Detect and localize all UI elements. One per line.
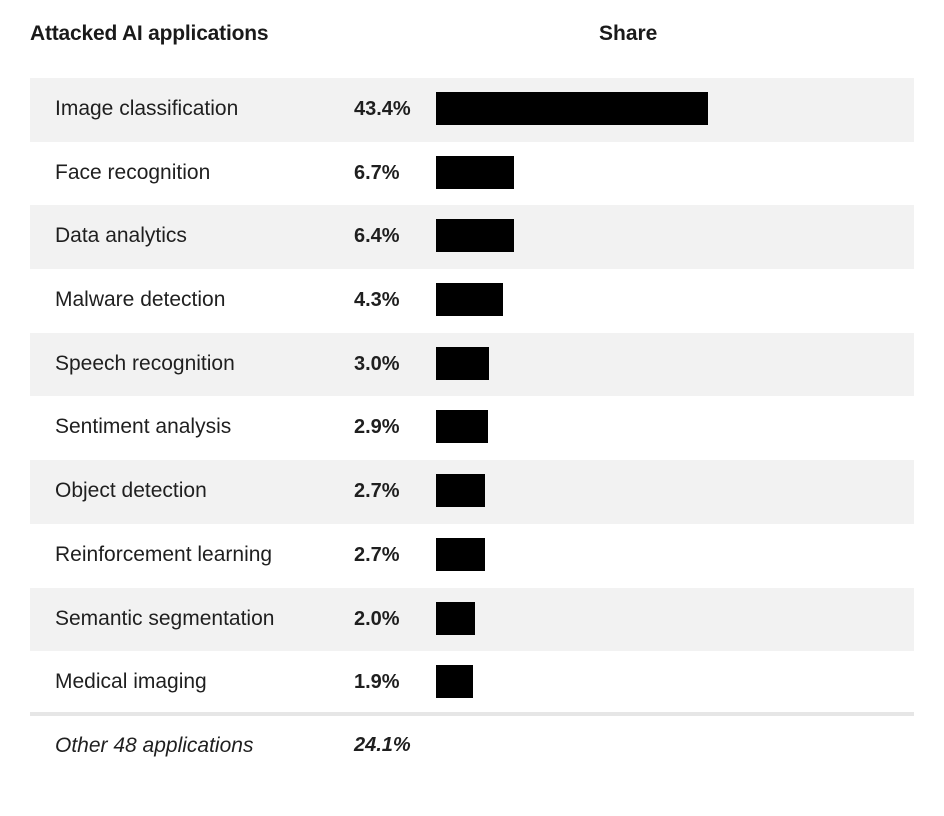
share-bar (436, 474, 485, 508)
table-header: Attacked AI applications Share (30, 22, 914, 52)
value-label: 2.9% (354, 416, 400, 439)
other-label: Other 48 applications (55, 734, 254, 757)
table-row: Image classification 43.4% (30, 78, 914, 142)
value-label: 6.7% (354, 161, 400, 184)
other-row: Other 48 applications 24.1% (30, 734, 914, 774)
category-label: Semantic segmentation (55, 606, 275, 630)
share-bar (436, 665, 473, 699)
category-label: Data analytics (55, 224, 187, 248)
share-bar (436, 92, 708, 125)
table-row: Sentiment analysis 2.9% (30, 396, 914, 460)
value-label: 2.7% (354, 480, 400, 503)
table-row: Face recognition 6.7% (30, 142, 914, 206)
value-label: 2.7% (354, 543, 400, 566)
value-label: 1.9% (354, 671, 400, 694)
divider (30, 712, 914, 716)
category-label: Speech recognition (55, 351, 235, 375)
table-row: Malware detection 4.3% (30, 269, 914, 333)
share-bar (436, 410, 488, 444)
share-bar (436, 601, 475, 635)
table-row: Semantic segmentation 2.0% (30, 587, 914, 652)
share-bar (436, 155, 514, 189)
table-row: Medical imaging 1.9% (30, 651, 914, 715)
table-row: Speech recognition 3.0% (30, 332, 914, 397)
category-label: Malware detection (55, 288, 226, 312)
share-bar (436, 283, 503, 317)
category-label: Image classification (55, 97, 239, 120)
category-label: Sentiment analysis (55, 415, 232, 439)
value-label: 2.0% (354, 607, 400, 630)
value-label: 3.0% (354, 352, 400, 375)
category-label: Object detection (55, 479, 207, 503)
category-label: Medical imaging (55, 670, 207, 694)
other-value: 24.1% (354, 734, 411, 756)
table-row: Object detection 2.7% (30, 460, 914, 524)
category-label: Face recognition (55, 160, 211, 184)
value-label: 43.4% (354, 98, 411, 120)
value-label: 4.3% (354, 289, 400, 312)
value-label: 6.4% (354, 225, 400, 248)
table-row: Data analytics 6.4% (30, 205, 914, 270)
application-column-header: Attacked AI applications (30, 22, 269, 45)
share-bar (436, 537, 485, 571)
share-column-header: Share (599, 22, 658, 45)
share-bar (436, 219, 514, 253)
share-bar (436, 346, 489, 380)
share-table: Image classification 43.4% Face recognitio… (30, 78, 914, 715)
table-row: Reinforcement learning 2.7% (30, 524, 914, 588)
category-label: Reinforcement learning (55, 542, 273, 566)
